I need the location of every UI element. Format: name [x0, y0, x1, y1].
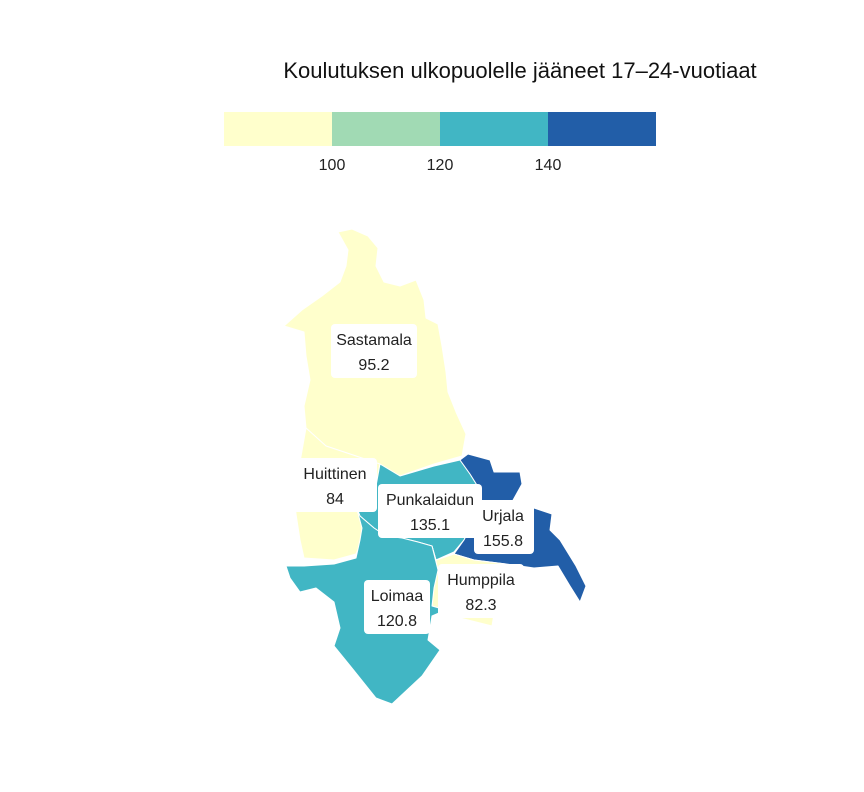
label-loimaa: Loimaa 120.8: [364, 580, 430, 634]
legend-tick-label: 120: [427, 157, 454, 174]
region-name-label: Humppila: [447, 572, 515, 589]
region-name-label: Huittinen: [303, 466, 366, 483]
legend-bin: [440, 112, 548, 146]
region-name-label: Urjala: [482, 508, 524, 525]
label-huittinen: Huittinen 84: [293, 458, 377, 512]
label-punkalaidun: Punkalaidun 135.1: [378, 484, 482, 538]
legend-bin: [332, 112, 440, 146]
legend-tick-label: 140: [535, 157, 562, 174]
label-box: [331, 324, 417, 378]
label-box: [438, 564, 524, 618]
label-box: [378, 484, 482, 538]
map-title: Koulutuksen ulkopuolelle jääneet 17–24-v…: [283, 58, 756, 83]
label-box: [474, 500, 534, 554]
region-labels: Sastamala 95.2 Huittinen 84 Punkalaidun …: [293, 324, 534, 634]
label-humppila: Humppila 82.3: [438, 564, 524, 618]
legend-bin: [548, 112, 656, 146]
region-value-label: 95.2: [358, 357, 389, 374]
legend-bin: [224, 112, 332, 146]
legend-tick-label: 100: [319, 157, 346, 174]
region-value-label: 155.8: [483, 533, 523, 550]
region-value-label: 82.3: [465, 597, 496, 614]
label-sastamala: Sastamala 95.2: [331, 324, 417, 378]
region-name-label: Sastamala: [336, 332, 412, 349]
region-value-label: 135.1: [410, 517, 450, 534]
label-box: [293, 458, 377, 512]
region-value-label: 84: [326, 491, 344, 508]
region-value-label: 120.8: [377, 613, 417, 630]
region-name-label: Loimaa: [371, 588, 424, 605]
legend: 100 120 140: [224, 112, 656, 174]
label-urjala: Urjala 155.8: [474, 500, 534, 554]
region-name-label: Punkalaidun: [386, 492, 474, 509]
label-box: [364, 580, 430, 634]
